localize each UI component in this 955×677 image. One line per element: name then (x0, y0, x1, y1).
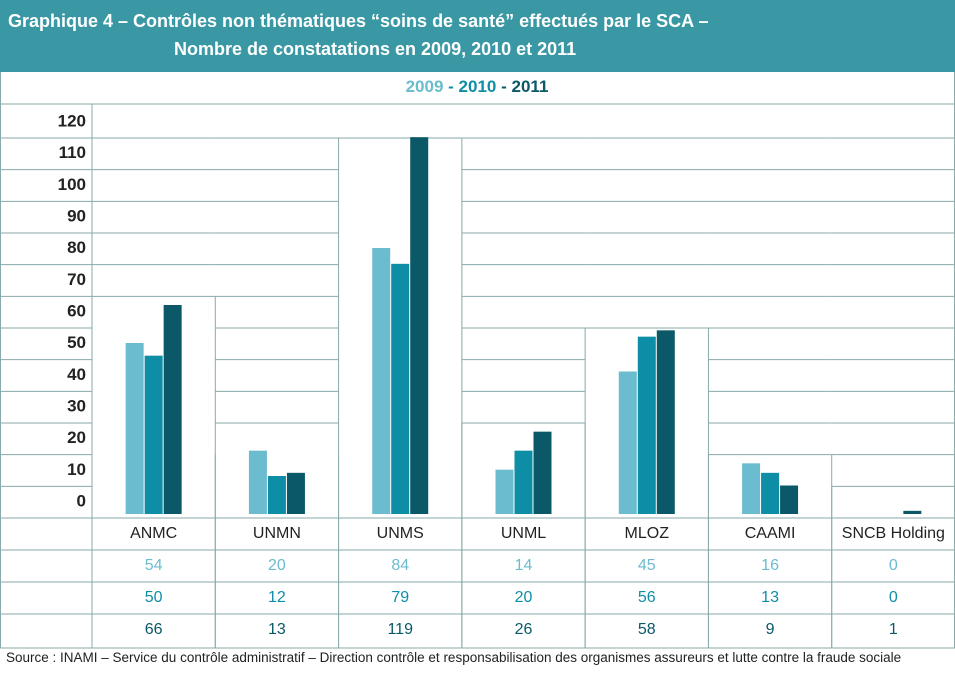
x-tick-label: UNML (501, 525, 546, 542)
table-value: 26 (515, 621, 533, 638)
table-value: 1 (889, 621, 898, 638)
y-tick-label: 90 (67, 206, 86, 225)
bar (618, 371, 637, 514)
legend-separator: - (501, 77, 507, 96)
chart-title: Graphique 4 – Contrôles non thématiques … (8, 11, 709, 31)
bar (391, 263, 410, 514)
bar (125, 343, 144, 514)
table-value: 0 (889, 557, 898, 574)
bar (656, 330, 675, 514)
table-value: 45 (638, 557, 656, 574)
legend: 2009 - 2010 - 2011 (406, 77, 549, 96)
y-tick-label: 120 (58, 111, 86, 130)
bar (761, 472, 780, 514)
bar (163, 305, 182, 514)
bar (267, 476, 286, 514)
legend-entry: 2009 (406, 77, 444, 96)
x-tick-label: UNMN (253, 525, 301, 542)
table-value: 84 (391, 557, 409, 574)
bar (410, 137, 429, 514)
bar (514, 450, 533, 514)
y-tick-label: 80 (67, 238, 86, 257)
table-value: 119 (387, 621, 413, 638)
table-value: 0 (889, 589, 898, 606)
bar (144, 355, 163, 514)
y-tick-label: 0 (77, 491, 86, 510)
y-tick-label: 100 (58, 175, 86, 194)
y-tick-label: 70 (67, 270, 86, 289)
table-value: 20 (268, 557, 286, 574)
table-value: 79 (391, 589, 409, 606)
bar (495, 469, 514, 514)
bar (533, 431, 552, 514)
legend-entry: 2011 (512, 77, 549, 96)
table-value: 54 (145, 557, 163, 574)
legend-separator: - (448, 77, 454, 96)
y-tick-label: 30 (67, 396, 86, 415)
x-tick-label: ANMC (130, 525, 177, 542)
bar (637, 336, 656, 514)
table-value: 58 (638, 621, 656, 638)
bar (780, 485, 799, 514)
y-tick-label: 50 (67, 333, 86, 352)
table-value: 14 (515, 557, 533, 574)
y-tick-label: 60 (67, 301, 86, 320)
x-tick-label: CAAMI (745, 525, 796, 542)
table-value: 13 (268, 621, 286, 638)
bar (286, 472, 305, 514)
table-value: 20 (515, 589, 533, 606)
bar (372, 248, 391, 514)
table-value: 50 (145, 589, 163, 606)
table-value: 16 (761, 557, 779, 574)
table-value: 13 (761, 589, 779, 606)
bar (903, 510, 922, 514)
legend-entry: 2010 (459, 77, 497, 96)
y-tick-label: 40 (67, 365, 86, 384)
y-tick-label: 10 (67, 460, 86, 479)
chart-title: Nombre de constatations en 2009, 2010 et… (174, 39, 576, 59)
x-tick-label: MLOZ (625, 525, 670, 542)
title-bar (0, 0, 955, 72)
bar (248, 450, 267, 514)
x-tick-label: SNCB Holding (842, 525, 945, 542)
y-tick-label: 110 (59, 143, 86, 162)
x-tick-label: UNMS (377, 525, 424, 542)
y-tick-label: 20 (67, 428, 86, 447)
table-value: 9 (766, 621, 775, 638)
table-value: 66 (145, 621, 163, 638)
source: Source : INAMI – Service du contrôle adm… (6, 650, 902, 665)
table-value: 12 (268, 589, 286, 606)
bar (742, 463, 761, 514)
table-value: 56 (638, 589, 656, 606)
